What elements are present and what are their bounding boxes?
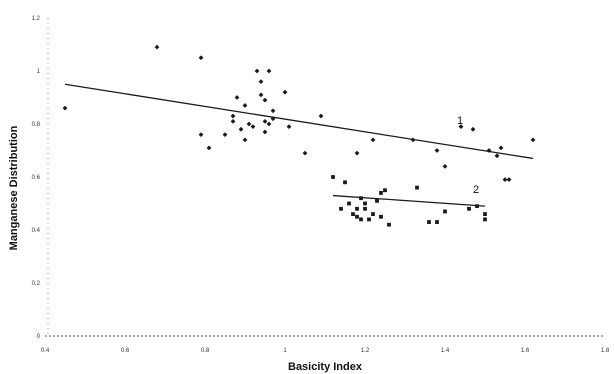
data-point-series-1 [246,121,252,127]
data-point-series-1 [254,68,260,74]
data-point-series-1 [442,164,448,169]
y-tick-label: 0 [37,334,41,340]
data-point-series-1 [262,129,268,135]
trend-line-2 [332,194,486,207]
x-tick-label: 1.8 [601,348,610,354]
data-point-series-2 [383,188,387,193]
data-point-series-2 [483,212,487,216]
data-point-series-1 [486,148,492,153]
data-point-series-2 [363,206,367,211]
data-point-series-2 [355,214,359,219]
data-point-series-2 [359,196,363,201]
y-tick-label: 0.2 [32,281,41,287]
x-axis-title: Basicity Index [288,361,363,373]
x-tick-label: 0.4 [41,348,50,354]
data-point-series-2 [359,217,363,222]
data-point-series-2 [427,220,431,224]
data-point-series-1 [230,118,236,124]
data-point-series-2 [331,175,335,179]
series-labels: 12 [457,115,479,196]
x-tick-label: 1.2 [361,348,370,354]
y-tick-labels: 0 0.2 0.4 0.6 0.8 1 1.2 [32,16,41,340]
data-point-series-1 [198,132,204,137]
data-point-series-1 [258,79,264,84]
data-point-series-2 [351,212,355,216]
y-axis-title: Manganese Distribution [8,125,20,250]
data-point-series-2 [379,214,383,219]
data-point-series-1 [302,150,308,156]
x-tick-label: 1 [283,348,287,354]
data-point-series-1 [506,177,512,183]
data-point-series-1 [270,108,276,114]
data-point-series-1 [354,150,360,156]
data-point-series-1 [318,113,324,119]
x-tick-label: 1.6 [521,348,530,354]
data-point-series-2 [375,198,379,203]
data-point-series-2 [371,212,375,216]
trend-lines [64,83,534,207]
data-point-series-2 [467,206,471,211]
data-point-series-2 [355,206,359,211]
data-point-series-1 [262,97,268,103]
data-point-series-1 [242,137,248,143]
x-tick-labels: 0.4 0.6 0.8 1 1.2 1.4 1.6 1.8 [41,348,610,354]
x-tick-label: 1.4 [441,348,450,354]
y-tick-label: 0.6 [32,175,41,181]
x-tick-label: 0.6 [121,348,130,354]
data-point-series-1 [270,116,276,122]
data-point-series-2 [483,217,487,222]
data-point-series-1 [62,105,68,111]
data-point-series-1 [206,145,212,151]
data-point-series-1 [234,95,240,100]
data-point-series-2 [387,222,391,227]
y-tick-label: 0.4 [32,228,41,234]
x-tick-label: 0.8 [201,348,210,354]
data-point-series-2 [347,201,351,206]
data-point-series-1 [498,145,504,151]
data-point-series-1 [266,121,272,127]
data-point-series-2 [475,204,479,209]
data-point-series-1 [502,177,508,183]
data-point-series-2 [379,191,383,195]
y-tick-label: 1.2 [32,16,41,22]
data-point-series-1 [154,44,160,50]
data-point-series-1 [286,124,292,130]
data-point-series-2 [443,209,447,214]
data-point-series-1 [530,137,536,143]
data-point-series-1 [198,55,204,61]
y-tick-label: 0.8 [32,122,41,128]
data-point-series-1 [458,124,464,130]
data-point-series-1 [410,137,416,143]
data-point-series-1 [470,126,476,132]
series-label-1: 1 [457,115,463,127]
trend-line-1 [64,83,534,160]
data-point-series-2 [363,201,367,206]
data-point-series-1 [250,124,256,130]
data-point-series-2 [343,180,347,185]
data-point-series-2 [339,206,343,211]
data-point-series-1 [434,148,440,153]
data-point-series-1 [242,103,248,108]
data-point-series-2 [367,217,371,222]
data-point-series-1 [238,126,244,132]
data-point-series-2 [415,185,419,190]
y-tick-label: 1 [37,69,41,75]
data-point-series-1 [494,153,500,159]
data-point-series-1 [230,113,236,119]
series-label-2: 2 [473,184,479,196]
data-point-series-1 [266,68,272,74]
data-point-series-1 [282,89,288,95]
data-points [62,44,536,227]
data-point-series-1 [258,92,264,98]
data-point-series-1 [222,132,228,137]
data-point-series-1 [370,137,376,143]
data-point-series-1 [262,118,268,124]
data-point-series-2 [435,220,439,224]
